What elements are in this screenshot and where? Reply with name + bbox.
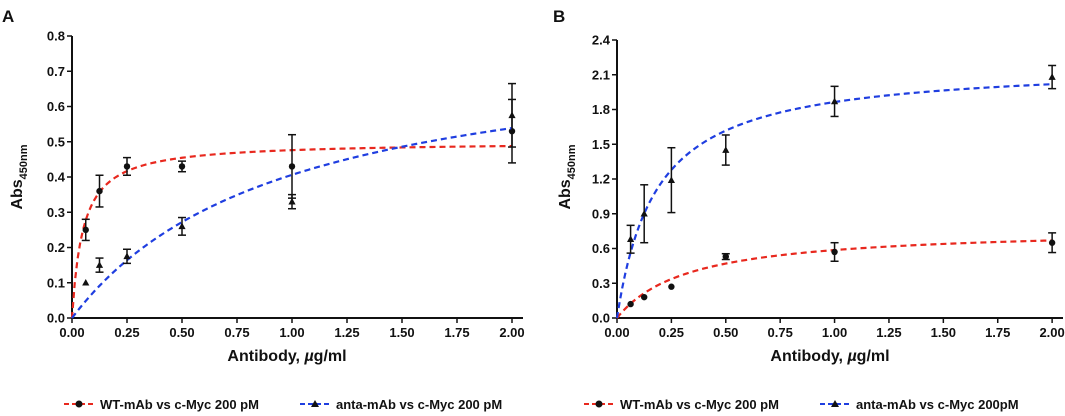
panel-a-anta-point	[178, 222, 186, 230]
panel-b-y-tick-label: 0.3	[592, 276, 610, 291]
panel-a-x-axis-title: Antibody, µg/ml	[227, 348, 346, 365]
legend-b-wt-marker	[595, 400, 603, 408]
panel-b-wt-point	[627, 300, 634, 308]
panel-b-wt-point	[668, 283, 675, 290]
panel-a-wt-point	[288, 163, 296, 170]
panel-b-chart: B Abs450nm Antibody, µg/ml 0.0 0.3 0.6 0.9 1…	[553, 7, 1065, 365]
legend-a-anta-label: anta-mAb vs c-Myc 200 pM	[336, 397, 502, 412]
panel-b-x-tick-label: 1.75	[985, 325, 1010, 340]
panel-a-y-tick-label: 0.4	[47, 170, 66, 185]
panel-a-y-axis-title: Abs450nm	[9, 144, 30, 209]
panel-b-anta-point	[667, 176, 675, 183]
panel-b-y-tick-label: 2.4	[592, 33, 611, 48]
panel-b-label: B	[553, 7, 565, 26]
panel-b-y-axis-title: Abs450nm	[557, 144, 578, 209]
panel-b-x-tick-label: 1.50	[931, 325, 956, 340]
panel-b-x-tick-label: 2.00	[1039, 325, 1064, 340]
panel-b-y-tick-label: 1.5	[592, 137, 610, 152]
panel-b-x-tick-label: 1.00	[822, 325, 847, 340]
panel-a-label: A	[2, 7, 14, 26]
panel-a-anta-point	[82, 278, 90, 286]
panel-b-y-tick-label: 1.2	[592, 172, 610, 187]
panel-a-y-tick-label: 0.7	[47, 64, 65, 79]
panel-a-chart: A Abs450nm Antibody, µg/ml 0.0 0.1 0.2 0.3 0…	[2, 7, 525, 365]
panel-b-wt-point	[722, 253, 729, 260]
panel-a-x-tick-label: 1.00	[279, 325, 304, 340]
panel-a-x-tick-label: 1.25	[334, 325, 359, 340]
legend-b-anta-label: anta-mAb vs c-Myc 200pM	[856, 397, 1019, 412]
panel-b-wt-point	[1048, 239, 1056, 246]
panel-a-wt-point	[96, 187, 103, 195]
panel-a-y-tick-label: 0.6	[47, 99, 65, 114]
panel-a-legend: WT-mAb vs c-Myc 200 pM anta-mAb vs c-Myc…	[64, 397, 502, 412]
panel-b-y-tick-label: 0.0	[592, 311, 610, 326]
panel-b-wt-point	[640, 293, 648, 301]
panel-a-y-tick-label: 0.1	[47, 275, 65, 290]
panel-b-x-tick-label: 1.25	[876, 325, 901, 340]
legend-b-anta-marker	[831, 400, 839, 407]
panel-b-y-tick-label: 1.8	[592, 102, 610, 117]
panel-b-anta-point	[830, 97, 839, 105]
panel-a-x-tick-label: 0.25	[114, 325, 139, 340]
panel-a-y-tick-label: 0.5	[47, 134, 65, 149]
panel-a-wt-point	[82, 226, 89, 234]
panel-b-anta-point	[1048, 73, 1056, 80]
legend-a-anta-marker	[311, 400, 319, 407]
legend-a-wt-label: WT-mAb vs c-Myc 200 pM	[100, 397, 259, 412]
panel-a-y-tick-label: 0.2	[47, 240, 65, 255]
panel-b-x-tick-label: 0.75	[768, 325, 793, 340]
panel-a-x-tick-label: 0.50	[169, 325, 194, 340]
panel-b-y-tick-label: 0.6	[592, 241, 610, 256]
panel-a-y-tick-label: 0.0	[47, 311, 65, 326]
panel-a-y-tick-label: 0.3	[47, 205, 65, 220]
panel-a-anta-point	[508, 111, 516, 119]
panel-b-anta-fit-curve	[615, 83, 1053, 319]
panel-b-y-tick-label: 0.9	[592, 206, 610, 221]
panel-b-anta-point	[640, 209, 648, 217]
legend-a-wt-marker	[75, 400, 83, 408]
panel-a-x-tick-label: 2.00	[499, 325, 524, 340]
panel-b-y-tick-label: 2.1	[592, 67, 610, 82]
panel-b-x-tick-label: 0.50	[713, 325, 738, 340]
legend-b-wt-label: WT-mAb vs c-Myc 200 pM	[620, 397, 779, 412]
panel-b-x-tick-label: 0.00	[604, 325, 629, 340]
panel-b-legend: WT-mAb vs c-Myc 200 pM anta-mAb vs c-Myc…	[584, 397, 1019, 412]
panel-a-x-tick-label: 0.00	[59, 325, 84, 340]
panel-a-anta-point	[95, 261, 104, 268]
panel-b-anta-point	[722, 146, 730, 153]
panel-a-x-tick-label: 0.75	[224, 325, 249, 340]
panel-a-x-tick-label: 1.75	[444, 325, 469, 340]
panel-a-y-tick-label: 0.8	[47, 29, 65, 44]
panel-a-anta-fit-curve	[71, 127, 513, 319]
panel-a-wt-point	[123, 163, 131, 170]
panel-a-wt-point	[178, 163, 186, 170]
panel-b-x-axis-title: Antibody, µg/ml	[770, 348, 889, 365]
panel-b-wt-point	[831, 248, 838, 256]
panel-b-x-tick-label: 0.25	[659, 325, 684, 340]
panel-a-anta-point	[288, 197, 296, 205]
panel-b-anta-point	[626, 235, 635, 243]
panel-a-anta-point	[123, 252, 131, 260]
panel-a-x-tick-label: 1.50	[389, 325, 414, 340]
